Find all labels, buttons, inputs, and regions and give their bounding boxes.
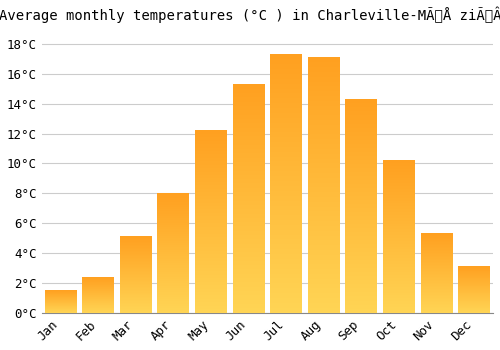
Bar: [232, 84, 264, 313]
Bar: [158, 194, 190, 313]
Bar: [420, 234, 452, 313]
Bar: [383, 160, 415, 313]
Bar: [82, 277, 114, 313]
Bar: [308, 57, 340, 313]
Bar: [458, 267, 490, 313]
Title: Average monthly temperatures (°C ) in Charleville-MÃÅ ziÃÂ¨res: Average monthly temperatures (°C ) in Ch…: [0, 7, 500, 23]
Bar: [44, 290, 76, 313]
Bar: [346, 99, 378, 313]
Bar: [195, 131, 227, 313]
Bar: [120, 237, 152, 313]
Bar: [270, 54, 302, 313]
